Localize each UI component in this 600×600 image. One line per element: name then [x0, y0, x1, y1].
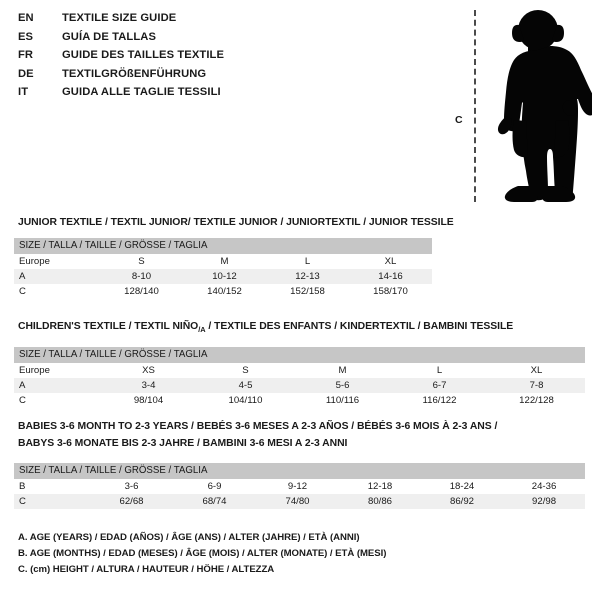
table-header-row-children: SIZE / TALLA / TAILLE / GRÖSSE / TAGLIA [14, 347, 586, 363]
cell: 12-18 [339, 478, 421, 494]
cell: 80/86 [339, 494, 421, 510]
language-header-block: EN TEXTILE SIZE GUIDE ES GUÍA DE TALLAS … [18, 12, 348, 105]
cell: L [266, 253, 349, 269]
section-title-junior: JUNIOR TEXTILE / TEXTIL JUNIOR/ TEXTILE … [18, 217, 454, 228]
cell: 8-10 [100, 269, 183, 285]
language-row-it: IT GUIDA ALLE TAGLIE TESSILI [18, 86, 348, 105]
cell: 6-7 [391, 378, 488, 394]
cell: 12-13 [266, 269, 349, 285]
cell: 62/68 [90, 494, 173, 510]
cell: 128/140 [100, 284, 183, 300]
cell: 7-8 [488, 378, 586, 394]
cell: 24-36 [503, 478, 586, 494]
table-header-label-junior: SIZE / TALLA / TAILLE / GRÖSSE / TAGLIA [14, 238, 433, 254]
row-label: Europe [14, 362, 100, 378]
cell: M [294, 362, 391, 378]
cell: 104/110 [197, 393, 294, 409]
legend-row-b: B. AGE (MONTHS) / EDAD (MESES) / ÂGE (MO… [18, 548, 387, 559]
cell: 152/158 [266, 284, 349, 300]
height-measure-label: C [455, 114, 463, 126]
legend-row-c: C. (cm) HEIGHT / ALTURA / HAUTEUR / HÖHE… [18, 564, 275, 575]
row-label: B [14, 478, 90, 494]
language-code-fr: FR [18, 49, 34, 62]
language-code-it: IT [18, 86, 29, 99]
row-label: C [14, 284, 100, 300]
cell: 68/74 [173, 494, 256, 510]
dashed-height-line-icon [474, 10, 476, 202]
table-row: Europe XS S M L XL [14, 362, 586, 378]
language-title-en: TEXTILE SIZE GUIDE [62, 12, 177, 24]
cell: 86/92 [421, 494, 503, 510]
language-row-de: DE TEXTILGRÖßENFÜHRUNG [18, 68, 348, 87]
size-table-children: SIZE / TALLA / TAILLE / GRÖSSE / TAGLIA … [14, 347, 586, 409]
cell: S [100, 253, 183, 269]
size-table-junior: SIZE / TALLA / TAILLE / GRÖSSE / TAGLIA … [14, 238, 433, 300]
cell: 3-4 [100, 378, 197, 394]
toddler-silhouette-icon [497, 10, 592, 202]
table-row: A 3-4 4-5 5-6 6-7 7-8 [14, 378, 586, 394]
cell: XS [100, 362, 197, 378]
table-header-row-junior: SIZE / TALLA / TAILLE / GRÖSSE / TAGLIA [14, 238, 433, 254]
height-illustration: C [440, 6, 595, 206]
language-row-es: ES GUÍA DE TALLAS [18, 31, 348, 50]
section-title-children: CHILDREN'S TEXTILE / TEXTIL NIÑO/A / TEX… [18, 320, 513, 337]
cell: 18-24 [421, 478, 503, 494]
cell: XL [349, 253, 433, 269]
table-row: B 3-6 6-9 9-12 12-18 18-24 24-36 [14, 478, 586, 494]
table-row: Europe S M L XL [14, 253, 433, 269]
legend-row-a: A. AGE (YEARS) / EDAD (AÑOS) / ÂGE (ANS)… [18, 532, 360, 543]
cell: 116/122 [391, 393, 488, 409]
row-label: Europe [14, 253, 100, 269]
cell: 92/98 [503, 494, 586, 510]
table-row: C 98/104 104/110 110/116 116/122 122/128 [14, 393, 586, 409]
language-row-en: EN TEXTILE SIZE GUIDE [18, 12, 348, 31]
section-title-babies-line2: BABYS 3-6 MONATE BIS 2-3 JAHRE / BAMBINI… [18, 438, 348, 449]
legend-block: A. AGE (YEARS) / EDAD (AÑOS) / ÂGE (ANS)… [18, 530, 578, 578]
cell: 4-5 [197, 378, 294, 394]
cell: 3-6 [90, 478, 173, 494]
language-title-es: GUÍA DE TALLAS [62, 30, 157, 43]
cell: M [183, 253, 266, 269]
table-header-row-babies: SIZE / TALLA / TAILLE / GRÖSSE / TAGLIA [14, 463, 586, 479]
cell: XL [488, 362, 586, 378]
section-title-children-sub: /A [198, 325, 206, 335]
cell: 74/80 [256, 494, 339, 510]
language-title-it: GUIDA ALLE TAGLIE TESSILI [62, 86, 221, 99]
section-title-children-post: / TEXTILE DES ENFANTS / KINDERTEXTIL / B… [205, 321, 514, 332]
language-code-en: EN [18, 12, 34, 24]
cell: 110/116 [294, 393, 391, 409]
cell: 140/152 [183, 284, 266, 300]
section-title-children-pre: CHILDREN'S TEXTILE / TEXTIL NIÑO [18, 321, 199, 332]
cell: 122/128 [488, 393, 586, 409]
row-label: A [14, 269, 100, 285]
cell: 6-9 [173, 478, 256, 494]
row-label: C [14, 393, 100, 409]
row-label: C [14, 494, 90, 510]
table-row: A 8-10 10-12 12-13 14-16 [14, 269, 433, 285]
cell: 9-12 [256, 478, 339, 494]
cell: 14-16 [349, 269, 433, 285]
language-row-fr: FR GUIDE DES TAILLES TEXTILE [18, 49, 348, 68]
cell: 10-12 [183, 269, 266, 285]
cell: 158/170 [349, 284, 433, 300]
language-code-es: ES [18, 30, 34, 43]
cell: 98/104 [100, 393, 197, 409]
language-title-fr: GUIDE DES TAILLES TEXTILE [62, 49, 225, 62]
cell: L [391, 362, 488, 378]
cell: 5-6 [294, 378, 391, 394]
table-header-label-babies: SIZE / TALLA / TAILLE / GRÖSSE / TAGLIA [14, 463, 586, 479]
language-title-de: TEXTILGRÖßENFÜHRUNG [62, 67, 207, 80]
cell: S [197, 362, 294, 378]
language-code-de: DE [18, 67, 34, 80]
row-label: A [14, 378, 100, 394]
table-row: C 62/68 68/74 74/80 80/86 86/92 92/98 [14, 494, 586, 510]
section-title-babies-line1: BABIES 3-6 MONTH TO 2-3 YEARS / BEBÉS 3-… [18, 421, 498, 432]
table-header-label-children: SIZE / TALLA / TAILLE / GRÖSSE / TAGLIA [14, 347, 586, 363]
size-table-babies: SIZE / TALLA / TAILLE / GRÖSSE / TAGLIA … [14, 463, 586, 510]
table-row: C 128/140 140/152 152/158 158/170 [14, 284, 433, 300]
